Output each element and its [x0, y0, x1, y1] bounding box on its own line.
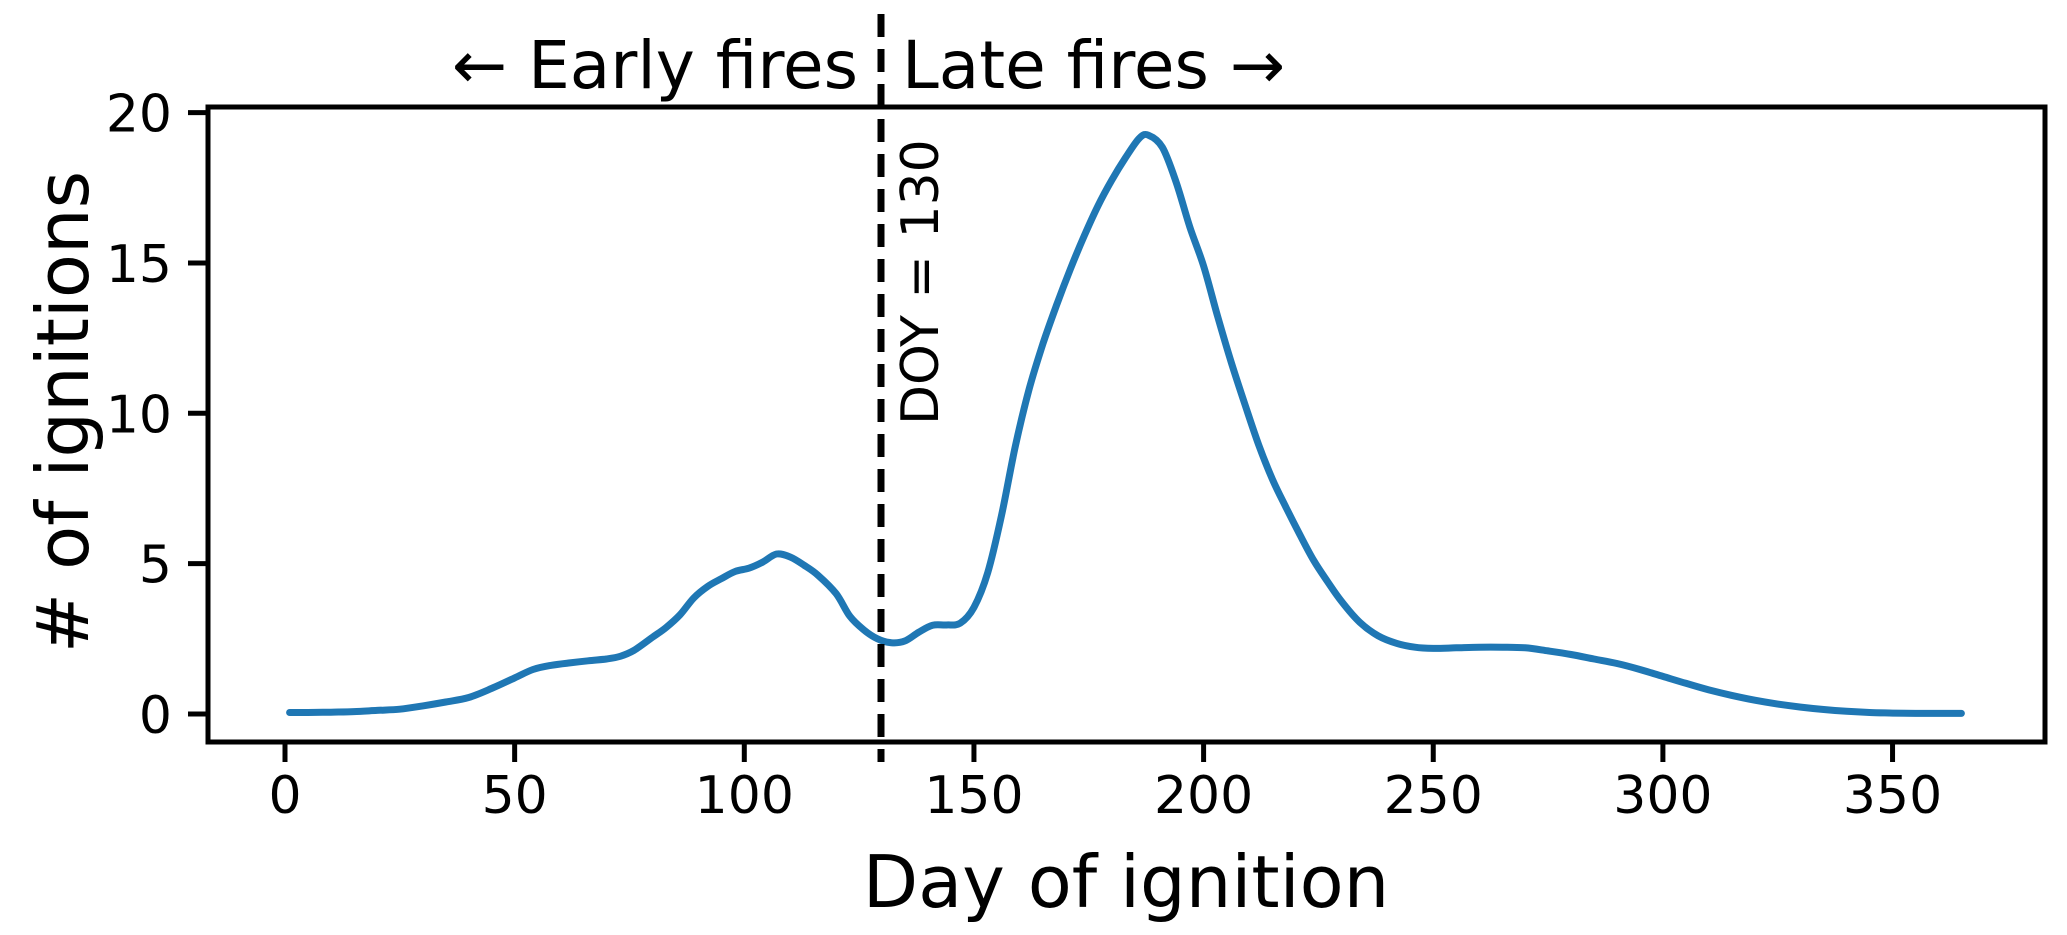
doy-threshold-label: DOY = 130 [891, 139, 951, 425]
y-tick-label: 10 [106, 385, 172, 445]
y-tick-label: 15 [106, 235, 172, 295]
x-tick-label: 0 [268, 766, 301, 826]
x-tick-label: 350 [1843, 766, 1942, 826]
ignitions-curve [286, 130, 1965, 717]
x-tick-label: 200 [1154, 766, 1253, 826]
x-tick-label: 50 [482, 766, 548, 826]
plot-generated: 0 50 100 150 200 250 300 350 0 5 10 15 20 [106, 85, 1965, 826]
x-tick-label: 300 [1613, 766, 1712, 826]
x-axis-label: Day of ignition [863, 840, 1390, 924]
plot-area [205, 104, 2048, 745]
y-tick-label: 20 [106, 85, 172, 145]
x-tick-label: 250 [1384, 766, 1483, 826]
y-tick-label: 0 [139, 686, 172, 746]
annotation-early-fires: ← Early fires [452, 27, 858, 104]
x-tick-label: 100 [695, 766, 794, 826]
y-tick-label: 5 [139, 536, 172, 596]
y-axis-label: # of ignitions [21, 171, 105, 653]
x-tick-label: 150 [924, 766, 1023, 826]
annotation-late-fires: Late fires → [902, 27, 1285, 104]
